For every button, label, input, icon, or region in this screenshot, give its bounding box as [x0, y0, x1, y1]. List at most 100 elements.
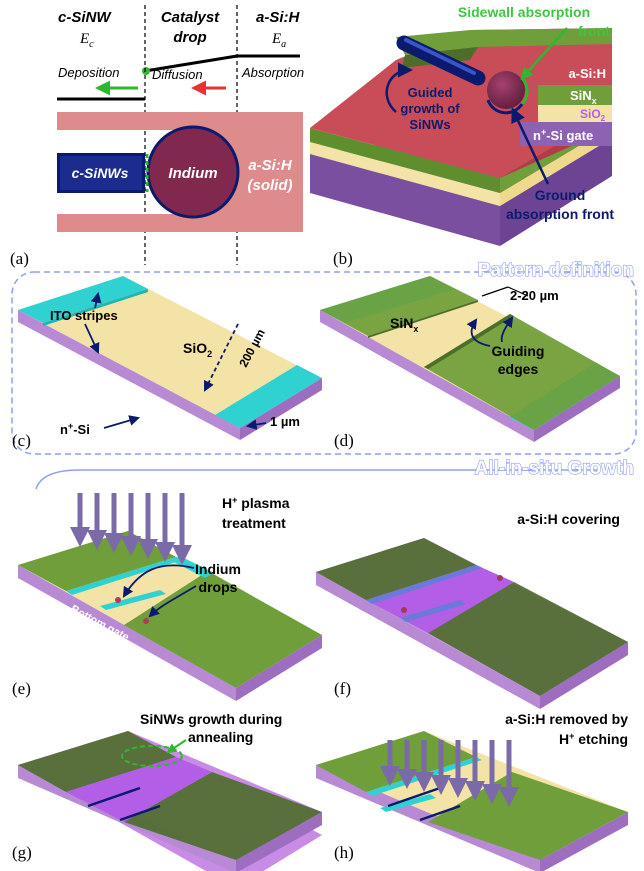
arrow-sidewall [520, 27, 568, 80]
sinx-right-f [428, 582, 628, 696]
label-gap: 2-20 µm [510, 288, 559, 303]
sinx-right-d [424, 314, 620, 430]
label-nsi: n+-Si [60, 421, 90, 437]
ito-f-2 [400, 600, 466, 622]
sinw-h-2 [419, 804, 461, 822]
header-drop: drop [173, 29, 206, 46]
arrow-ground [511, 107, 550, 185]
layer-gate-front [500, 138, 612, 246]
substrate-front-g [236, 812, 322, 871]
label-annealing: annealing [188, 729, 253, 745]
panel-b: Sidewall absorption front Guided growth … [310, 4, 614, 268]
sinx-step-top [396, 28, 612, 55]
label-removed: a-Si:H removed by [505, 711, 628, 727]
panel-label-d: (d) [334, 431, 354, 450]
panel-label-h: (h) [334, 843, 354, 862]
indium-drop-b [487, 71, 525, 109]
gap-dim-line [481, 286, 509, 297]
header-a-sih: a-Si:H [256, 9, 301, 26]
arrow-edges-1 [466, 318, 491, 347]
label-a-sih-solid: a-Si:H [248, 157, 293, 174]
sinw-rod [396, 35, 486, 86]
label-deposition: Deposition [58, 65, 119, 80]
layer-sio2-side [310, 142, 500, 206]
etch-arrows-h [380, 740, 519, 807]
c-sinws-inner [60, 156, 142, 190]
label-covering: a-Si:H covering [517, 511, 620, 527]
panel-label-g: (g) [12, 843, 32, 862]
label-sio2-c: SiO2 [183, 340, 212, 359]
arrow-guided [385, 62, 413, 113]
label-indium: Indium [168, 165, 217, 182]
panel-e: H+ plasma treatment Indium drops Bottom … [12, 493, 322, 701]
label-growth-of: growth of [400, 101, 460, 116]
substrate-side-d [320, 310, 534, 442]
arrow-growth [166, 739, 187, 754]
label-c-sinws: c-SiNWs [72, 165, 129, 181]
ito-stripe-2 [215, 365, 322, 428]
label-front: front [578, 23, 610, 39]
label-solid: (solid) [248, 177, 293, 194]
layer-label-bg-3 [538, 105, 612, 122]
substrate-front-h [540, 812, 628, 871]
layer-label-bg-2 [538, 85, 612, 105]
label-sinws: SiNWs [409, 117, 450, 132]
panel-h: a-Si:H removed by H+ etching Bottom gate… [316, 711, 628, 871]
panel-d: SiNx 2-20 µm Guiding edges Bottom gate (… [320, 276, 620, 450]
label-guided: Guided [408, 85, 453, 100]
substrate-side-f [316, 572, 540, 709]
label-guiding: Guiding [492, 343, 545, 359]
pattern-definition-frame [11, 271, 637, 455]
header-ec: Ec [79, 31, 94, 50]
label-drops-e: drops [199, 579, 238, 595]
sinx-left-g [18, 731, 176, 792]
indium-drop-e-2 [143, 618, 149, 624]
gap-covered-f [366, 565, 514, 633]
arrow-thickness [245, 419, 267, 430]
indium-drop-e-1 [115, 597, 121, 603]
growth-section-line [35, 469, 600, 490]
label-absorption: Absorption [241, 65, 304, 80]
layer-sinx-side [310, 128, 500, 193]
label-layer-sinx: SiNx [570, 88, 597, 106]
layer-label-bg-4 [520, 122, 612, 146]
panel-a: c-SiNW Ec Catalyst drop a-Si:H Ea Deposi… [10, 5, 304, 268]
arrow-indium-1 [122, 564, 195, 598]
sinx-left-f [316, 538, 476, 600]
label-plasma: H+ plasma [222, 495, 290, 511]
sidewall-front-arc [520, 76, 529, 106]
label-diffusion: Diffusion [152, 67, 203, 82]
arrow-nsi [103, 415, 141, 429]
substrate-top-c [18, 276, 322, 428]
plasma-arrows-e [70, 493, 192, 565]
sinx-left-h [316, 731, 476, 792]
panel-f: a-Si:H covering (f) [316, 511, 628, 709]
label-edges: edges [498, 361, 539, 377]
label-layer-sio2: SiO2 [580, 107, 606, 123]
sinx-right-edge-d [424, 314, 514, 369]
panel-c: ITO stripes SiO2 200 µm Bottom gate n+-S… [12, 276, 322, 450]
header-ea: Ea [271, 31, 286, 50]
sinx-right-g [124, 772, 322, 860]
label-indium-e: Indium [195, 561, 241, 577]
label-ground: Ground [535, 187, 586, 203]
substrate-side-e [18, 565, 236, 701]
substrate-front-d [534, 376, 620, 442]
label-layer-a-sih: a-Si:H [568, 66, 606, 81]
label-etching: H+ etching [559, 731, 628, 747]
arrow-edges-2 [500, 316, 514, 343]
substrate-front-f [540, 642, 628, 709]
header-catalyst: Catalyst [161, 9, 220, 26]
growth-highlight-g [121, 745, 183, 767]
ito-e-left [66, 557, 182, 595]
layer-gate-side [310, 154, 500, 246]
layer-label-bg-1 [538, 63, 612, 83]
sinx-left-d-2 [368, 300, 478, 338]
label-sinx-d: SiNx [390, 315, 418, 334]
sinx-left-d [320, 276, 478, 336]
indium-drop-f-2 [497, 575, 503, 581]
panel-label-a: (a) [10, 249, 29, 268]
panel-label-f: (f) [334, 679, 351, 698]
arrow-indium-2 [148, 585, 197, 618]
